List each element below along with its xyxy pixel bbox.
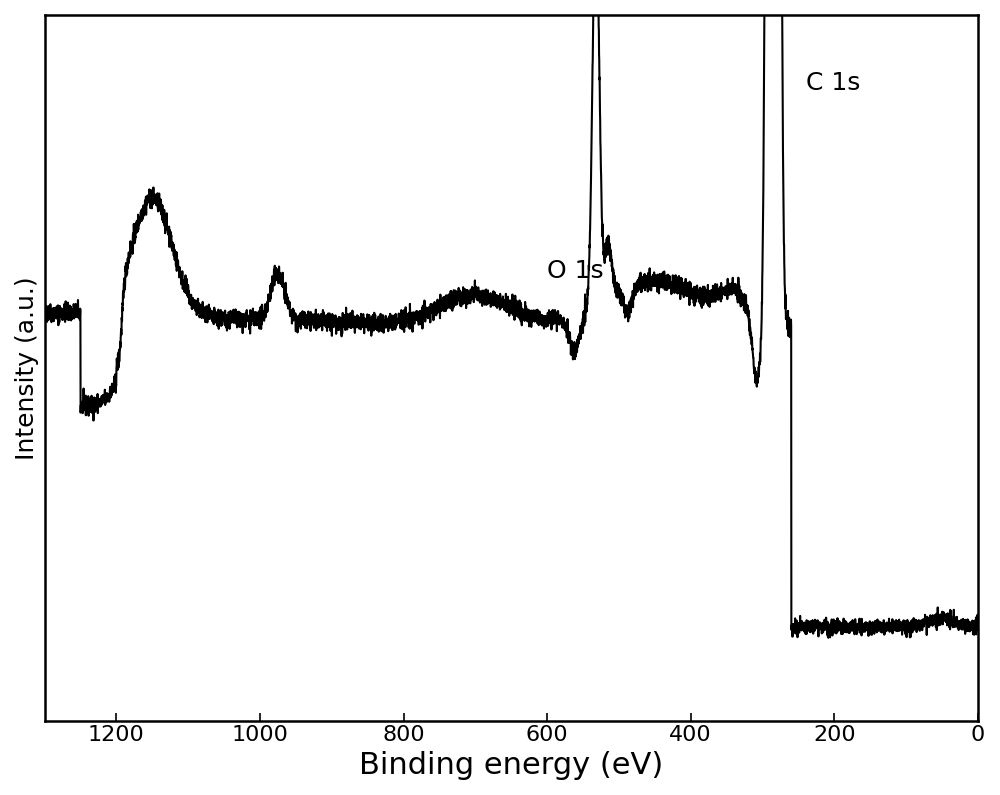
Text: O 1s: O 1s (547, 259, 604, 283)
Y-axis label: Intensity (a.u.): Intensity (a.u.) (15, 276, 39, 460)
Text: C 1s: C 1s (806, 72, 860, 95)
X-axis label: Binding energy (eV): Binding energy (eV) (359, 751, 663, 780)
